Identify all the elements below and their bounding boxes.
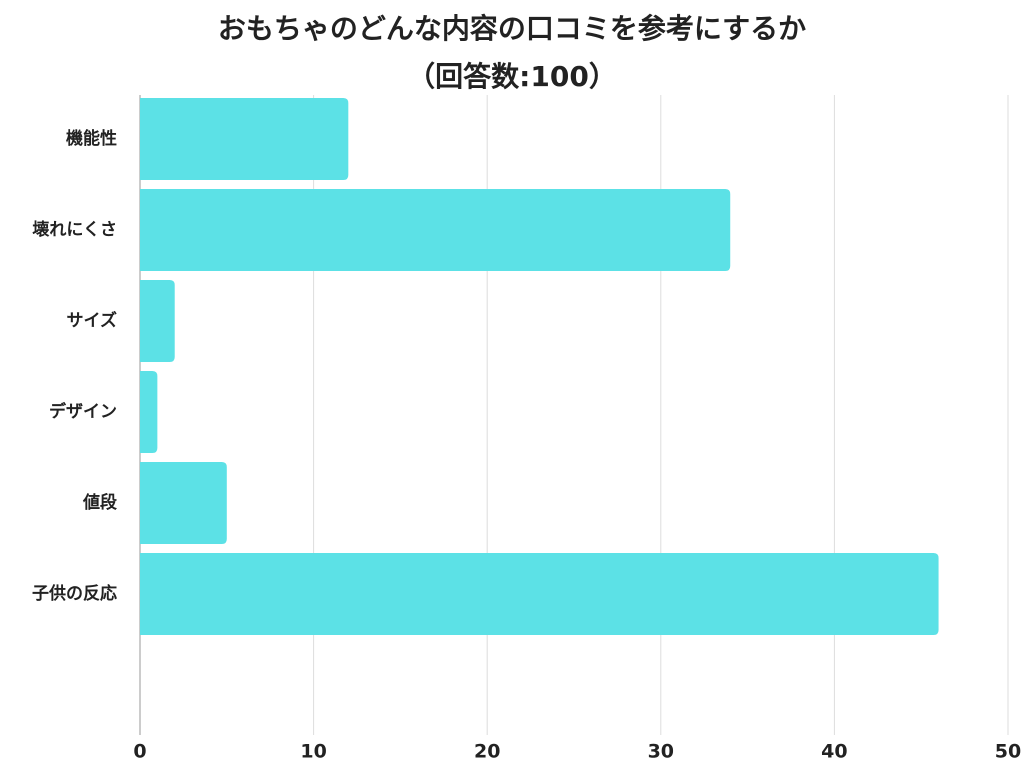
x-tick-label: 0: [133, 741, 146, 763]
x-tick-label: 20: [474, 741, 500, 763]
y-tick-label: サイズ: [67, 310, 118, 331]
x-tick-label: 40: [821, 741, 847, 763]
x-tick-label: 30: [648, 741, 674, 763]
bar: [140, 462, 227, 544]
bar: [140, 553, 939, 635]
y-tick-label: 子供の反応: [32, 583, 117, 604]
bar: [140, 98, 349, 180]
bar: [140, 189, 731, 271]
x-tick-label: 10: [300, 741, 326, 763]
chart-title: おもちゃのどんな内容の口コミを参考にするか: [218, 12, 806, 45]
y-tick-label: 壊れにくさ: [32, 220, 117, 240]
bar: [140, 371, 158, 453]
chart-subtitle: （回答数:100）: [407, 60, 617, 93]
y-tick-label: デザイン: [49, 401, 117, 422]
bar: [140, 280, 175, 362]
x-tick-label: 50: [995, 741, 1021, 763]
y-tick-label: 値段: [82, 492, 117, 513]
y-tick-label: 機能性: [66, 128, 117, 149]
